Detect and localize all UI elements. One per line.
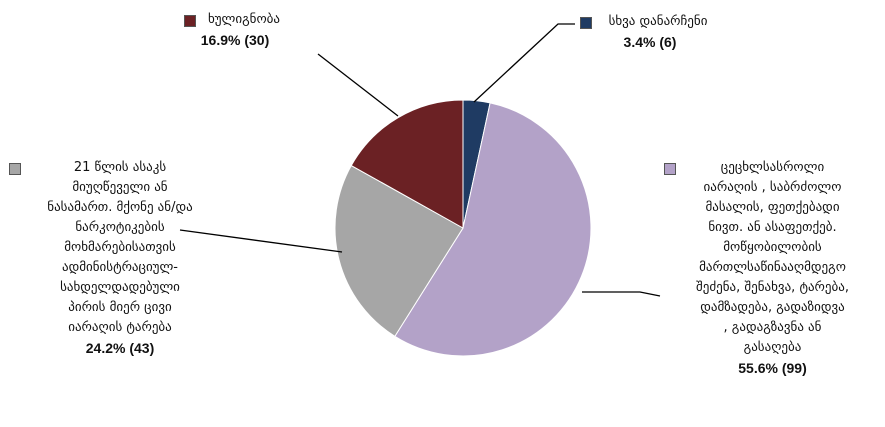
pie-slice-firearms (394, 102, 592, 357)
label-coldweapon-line-2: მიუღწეველი ან (72, 180, 168, 195)
label-coldweapon-line-3: ნასამართ. მქონე ან/და (47, 200, 193, 215)
label-coldweapon-line-5: მოხმარებისათვის (64, 240, 176, 255)
label-firearms-line-1: ცეცხლსასროლი (720, 160, 825, 175)
label-other: სხვა დანარჩენი 3.4% (6) (580, 12, 720, 52)
label-firearms-line-7: შეძენა, შენახვა, ტარება, (696, 280, 849, 295)
label-coldweapon-line-8: პირის მიერ ცივი (68, 300, 172, 315)
label-hooliganism-text: ხულიგნობა (207, 12, 281, 27)
pie-slice-coldweapon (334, 164, 464, 338)
label-coldweapon-line-1: 21 წლის ასაკს (73, 160, 167, 175)
legend-swatch-firearms (664, 163, 676, 175)
label-firearms-line-9: , გადაგზავნა ან (723, 320, 822, 335)
label-firearms: ცეცხლსასროლი იარაღის , საბრძოლო მასალის,… (660, 158, 885, 378)
leader-line-firearms (582, 291, 661, 297)
label-other-text: სხვა დანარჩენი (608, 14, 708, 29)
label-firearms-line-3: მასალის, ფეთქებადი (705, 200, 840, 215)
leader-line-coldweapon (179, 229, 343, 253)
label-hooliganism-value: 16.9% (30) (200, 32, 270, 48)
label-firearms-line-5: მოწყობილობის (723, 240, 822, 255)
label-firearms-line-6: მართლსაწინააღმდეგო (699, 260, 846, 275)
leader-line-other (473, 23, 575, 103)
label-other-value: 3.4% (6) (623, 34, 677, 50)
label-hooliganism: ხულიგნობა 16.9% (30) (180, 10, 290, 50)
label-firearms-line-8: დამზადება, გადაზიდვა (700, 300, 845, 315)
label-firearms-line-10: გასაღება (743, 340, 802, 355)
label-coldweapon-line-7: სახდელდადებული (60, 280, 180, 295)
pie-slice-hooliganism (350, 99, 464, 229)
label-coldweapon-value: 24.2% (43) (85, 340, 155, 356)
label-coldweapon-line-4: ნარკოტიკების (75, 220, 165, 235)
label-coldweapon: 21 წლის ასაკს მიუღწეველი ან ნასამართ. მქ… (5, 158, 235, 358)
leader-line-hooliganism (317, 53, 399, 117)
legend-swatch-other (580, 17, 592, 29)
label-firearms-line-4: ნივთ. ან ასაფეთქებ. (708, 220, 837, 235)
legend-swatch-hooliganism (184, 15, 196, 27)
label-firearms-line-2: იარაღის , საბრძოლო (703, 180, 842, 195)
legend-swatch-coldweapon (9, 163, 21, 175)
label-firearms-value: 55.6% (99) (738, 360, 807, 376)
label-coldweapon-line-9: იარაღის ტარება (68, 320, 172, 335)
label-coldweapon-line-6: ადმინისტრაციულ- (62, 260, 178, 275)
